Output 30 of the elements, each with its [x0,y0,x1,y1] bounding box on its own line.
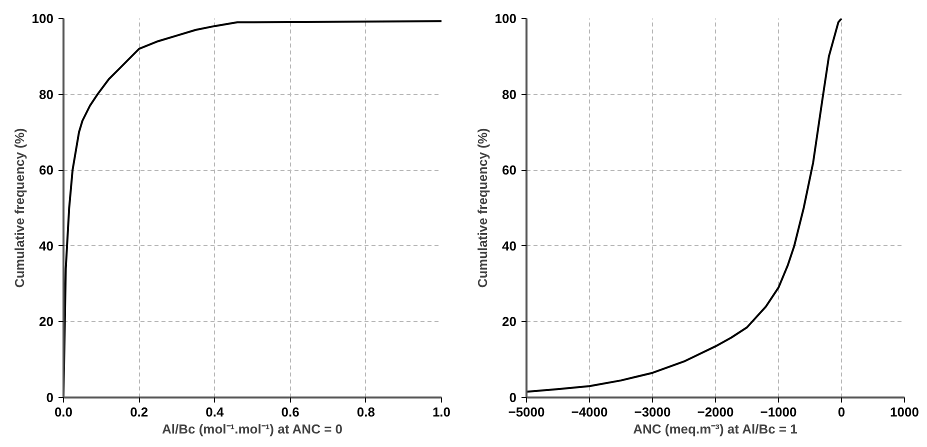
y-axis-title: Cumulative frequency (%) [474,128,490,288]
y-tick-label: 40 [502,238,517,254]
y-tick-label: 100 [494,11,517,26]
x-tick-label: 1.0 [432,404,451,420]
x-tick-label: 1000 [890,404,919,420]
line-series [526,18,842,393]
x-tick-label: −4000 [571,404,608,420]
y-tick-label: 0 [46,390,54,405]
y-tick-label: 40 [39,238,54,254]
x-tick-label: 0.2 [130,404,148,420]
x-axis-title: Al/Bc (mol⁻¹.mol⁻¹) at ANC = 0 [162,422,343,436]
y-tick-label: 20 [39,314,54,330]
x-tick-label: 0 [838,404,846,420]
y-tick-label: 0 [509,390,517,405]
x-axis-title: ANC (meq.m⁻³) at Al/Bc = 1 [633,422,798,436]
y-tick-label: 80 [502,86,517,102]
y-tick-label: 100 [32,11,54,26]
x-tick-label: 0.0 [54,404,73,420]
x-tick-label: 0.8 [356,404,375,420]
y-axis-title: Cumulative frequency (%) [12,128,27,288]
x-tick-label: −1000 [760,404,797,420]
x-tick-label: −3000 [634,404,671,420]
x-tick-label: −5000 [508,404,545,420]
y-tick-label: 80 [39,86,54,102]
x-tick-label: 0.4 [206,404,225,420]
y-tick-label: 60 [502,162,517,178]
y-tick-label: 60 [39,162,54,178]
y-tick-label: 20 [502,314,517,330]
x-tick-label: 0.6 [281,404,300,420]
x-tick-label: −2000 [697,404,734,420]
